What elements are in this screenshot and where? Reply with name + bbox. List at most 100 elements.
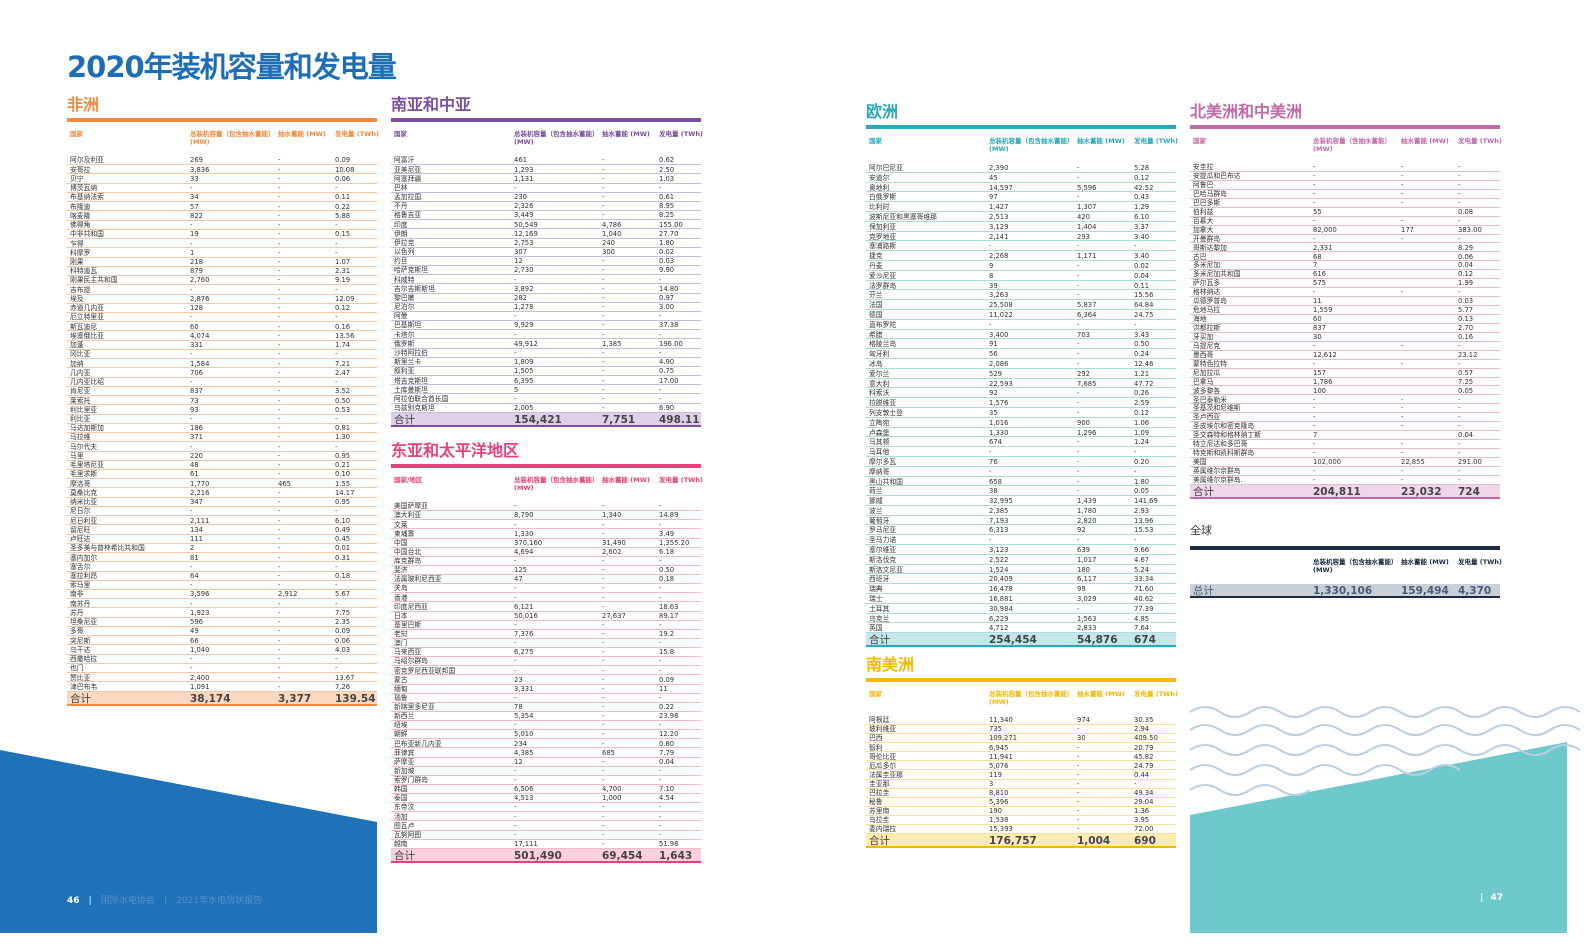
cell-pumped: - <box>1401 413 1404 422</box>
cell-capacity: 111 <box>190 535 203 544</box>
section-rule <box>391 118 701 122</box>
cell-generation: 0.22 <box>335 202 351 211</box>
cell-country: 波多黎各 <box>1193 386 1221 395</box>
header-country: 国家 <box>869 690 882 698</box>
total-pumped: 23,032 <box>1401 486 1442 498</box>
cell-capacity: 34 <box>190 193 199 202</box>
cell-pumped: - <box>602 266 605 275</box>
table-row: 列支敦士登 35 - 0.12 <box>866 408 1176 418</box>
cell-pumped: - <box>602 803 605 812</box>
cell-generation: 0.05 <box>1134 487 1150 496</box>
cell-generation: 0.03 <box>659 257 675 266</box>
cell-generation: 0.01 <box>335 544 351 553</box>
cell-capacity: 1,559 <box>1313 306 1333 315</box>
table-row: 塞内加尔 81 - 0.31 <box>67 553 377 563</box>
table-row: 香港 - - - <box>391 593 701 603</box>
cell-country: 赤道几内亚 <box>70 304 104 313</box>
cell-country: 埃及 <box>70 294 84 303</box>
table-row: 尼加拉瓜 157 0.57 <box>1190 369 1500 378</box>
cell-pumped: - <box>278 498 281 507</box>
cell-generation: 24.79 <box>1134 761 1154 770</box>
table-row: 德国 11,022 6,364 24.75 <box>866 310 1176 320</box>
cell-capacity: 48 <box>190 461 199 470</box>
cell-country: 奥地利 <box>869 183 890 192</box>
cell-capacity: 9 <box>989 261 994 270</box>
cell-capacity: - <box>514 821 517 830</box>
cell-generation: 155.00 <box>659 220 683 229</box>
cell-generation: 409.50 <box>1134 734 1158 743</box>
cell-pumped: - <box>278 415 281 423</box>
cell-capacity: 157 <box>1313 368 1326 377</box>
table-header: 国家 总装机容量（包含抽水蓄能）(MW) 抽水蓄能 (MW) 发电量 (TWh) <box>866 682 1178 716</box>
cell-capacity: 1,786 <box>1313 377 1333 386</box>
table-row: 波斯尼亚和黑塞哥维那 2,513 420 6.10 <box>866 212 1176 222</box>
cell-pumped: 1,404 <box>1077 222 1097 231</box>
cell-generation: 4.03 <box>335 645 351 654</box>
table-row: 意大利 22,593 7,685 47.72 <box>866 379 1176 389</box>
cell-capacity: 190 <box>989 807 1002 816</box>
cell-capacity: - <box>514 502 517 511</box>
cell-country: 几内亚比绍 <box>70 378 104 387</box>
cell-pumped: - <box>602 821 605 830</box>
cell-pumped: - <box>602 575 605 584</box>
cell-generation: 0.13 <box>1458 315 1474 324</box>
cell-capacity: 1,131 <box>514 174 534 183</box>
cell-country: 安哥拉 <box>70 165 91 174</box>
cell-country: 圣文森特和格林纳丁斯 <box>1193 431 1261 440</box>
table-row: 克罗地亚 2,141 293 3.40 <box>866 232 1176 242</box>
table-body: 安圭拉 - - - 安提瓜和巴布达 - - - 阿鲁巴 - - - 巴哈马群岛 - - - 巴巴多斯 - - - 伯利兹… <box>1190 163 1500 485</box>
cell-pumped: - <box>602 776 605 785</box>
table-row: 伊拉克 2,753 240 1.80 <box>391 239 701 248</box>
cell-pumped: 6,364 <box>1077 310 1097 319</box>
cell-pumped: 2,833 <box>1077 624 1097 633</box>
cell-pumped: - <box>278 184 281 193</box>
cell-generation: 4.54 <box>659 794 675 803</box>
cell-country: 美国 <box>1193 458 1207 467</box>
cell-generation: 12.20 <box>659 730 679 739</box>
global-total-row: 总计 1,330,106 159,494 4,370 <box>1190 584 1500 598</box>
table-row: 不丹 2,326 - 8.95 <box>391 202 701 212</box>
cell-generation: 1.80 <box>659 238 675 247</box>
cell-pumped: - <box>602 684 605 693</box>
cell-pumped: - <box>278 442 281 451</box>
cell-pumped: - <box>278 608 281 617</box>
cell-capacity: 45 <box>989 173 998 182</box>
cell-pumped: - <box>602 312 605 321</box>
cell-country: 澳门 <box>394 639 408 648</box>
cell-generation: 0.20 <box>1134 457 1150 466</box>
cell-country: 芬兰 <box>869 291 883 300</box>
cell-generation: - <box>659 584 662 593</box>
cell-pumped: - <box>1077 173 1080 182</box>
cell-pumped: 31,490 <box>602 538 626 547</box>
cell-capacity: 5,010 <box>514 730 534 739</box>
table-row: 摩洛哥 1,770 465 1.55 <box>67 479 377 489</box>
cell-generation: 5.88 <box>335 211 351 220</box>
footer-right: | 47 <box>1480 893 1503 903</box>
cell-country: 库克群岛 <box>394 557 422 566</box>
table-row: 塞尔维亚 3,123 639 9.66 <box>866 545 1176 555</box>
cell-generation: 24.75 <box>1134 310 1154 319</box>
cell-pumped: - <box>1077 825 1080 834</box>
cell-pumped: 27,637 <box>602 611 626 620</box>
cell-capacity: 331 <box>190 341 203 350</box>
cell-capacity: 25,508 <box>989 301 1013 310</box>
cell-pumped: - <box>602 529 605 538</box>
cell-capacity: 186 <box>190 424 203 433</box>
total-capacity: 1,330,106 <box>1313 585 1373 597</box>
cell-capacity: - <box>190 507 193 516</box>
table-row: 尼泊尔 1,278 - 3.00 <box>391 303 701 312</box>
total-generation: 4,370 <box>1458 585 1492 597</box>
cell-country: 阿尔及利亚 <box>70 156 104 165</box>
table-row: 百慕大 - - - <box>1190 217 1500 226</box>
cell-country: 也门 <box>70 664 84 673</box>
cell-capacity: - <box>1313 216 1316 225</box>
cell-generation: 10.08 <box>335 165 355 174</box>
cell-pumped: - <box>278 645 281 654</box>
cell-pumped: 2,912 <box>278 590 298 599</box>
cell-country: 莱索托 <box>70 396 91 405</box>
header-capacity: 总装机容量（包含抽水蓄能）(MW) <box>1313 558 1398 574</box>
cell-country: 沙特阿拉伯 <box>394 348 428 357</box>
cell-pumped: 1,385 <box>602 339 622 348</box>
cell-generation: - <box>1458 404 1461 413</box>
cell-capacity: 61 <box>190 470 199 479</box>
